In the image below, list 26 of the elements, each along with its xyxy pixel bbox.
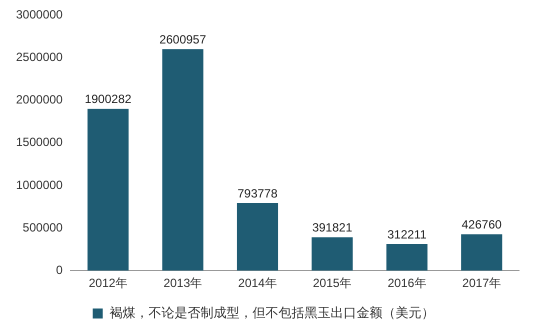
data-label: 2600957 — [159, 32, 206, 46]
x-tick-label: 2014年 — [238, 276, 277, 290]
bar — [386, 244, 428, 271]
y-tick-label: 500000 — [22, 220, 64, 234]
y-tick-label: 2500000 — [16, 50, 64, 64]
x-tick-label: 2017年 — [462, 276, 501, 290]
x-tick-label: 2016年 — [388, 276, 426, 290]
data-label: 312211 — [387, 227, 427, 242]
y-tick-label: 1500000 — [16, 135, 64, 150]
data-label: 793778 — [237, 186, 278, 200]
bar — [162, 49, 204, 271]
bar — [236, 203, 278, 271]
x-tick-label: 2015年 — [312, 276, 352, 290]
bar — [312, 237, 353, 271]
x-tick-label: 2012年 — [88, 276, 128, 290]
x-tick-label: 2013年 — [163, 276, 202, 290]
y-tick-label: 3000000 — [16, 8, 64, 22]
data-label: 426760 — [462, 218, 502, 232]
y-tick-label: 2000000 — [16, 92, 64, 107]
y-tick-label: 0 — [56, 262, 64, 277]
data-label: 1900282 — [84, 92, 132, 106]
data-label: 391821 — [312, 220, 353, 235]
bar — [461, 234, 502, 271]
y-tick-label: 1000000 — [16, 178, 64, 192]
bar — [88, 108, 129, 271]
legend-label: 褐煤，不论是否制成型，但不包括黑玉出口金额（美元） — [109, 305, 434, 320]
